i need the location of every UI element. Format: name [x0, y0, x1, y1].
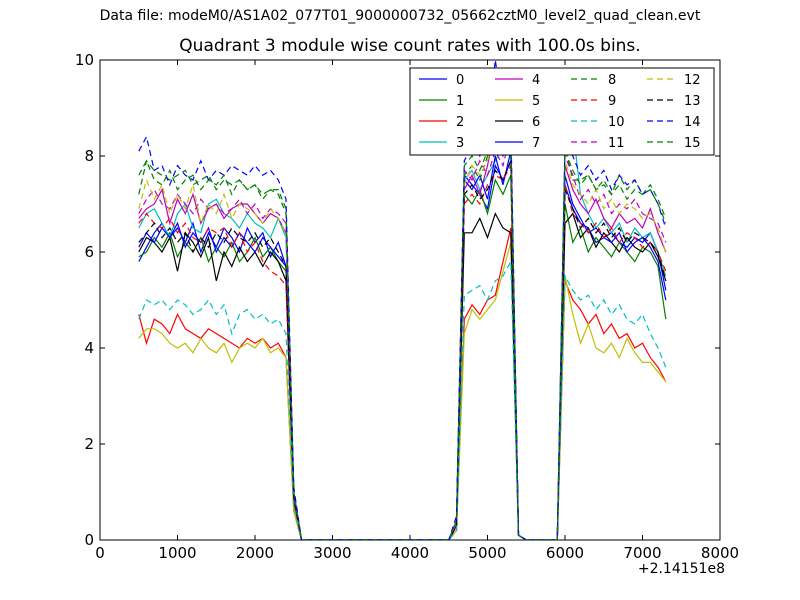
y-tick-label: 10 [75, 51, 94, 69]
x-tick-label: 5000 [468, 544, 506, 562]
legend-label-8: 8 [608, 73, 616, 88]
series-group [138, 60, 667, 540]
legend-label-3: 3 [456, 136, 464, 151]
legend-label-4: 4 [532, 73, 540, 88]
series-line-5 [138, 242, 667, 540]
x-tick-label: 3000 [313, 544, 351, 562]
x-tick-label: 7000 [623, 544, 661, 562]
legend-label-15: 15 [684, 136, 701, 151]
legend-label-11: 11 [608, 136, 625, 151]
legend-label-14: 14 [684, 115, 701, 130]
chart-title: Quadrant 3 module wise count rates with … [179, 36, 641, 56]
series-line-9 [138, 163, 667, 540]
legend-label-12: 12 [684, 73, 701, 88]
y-tick-label: 8 [84, 147, 94, 165]
legend-label-6: 6 [532, 115, 540, 130]
legend-box [409, 67, 715, 156]
series-line-11 [138, 131, 667, 540]
legend-label-7: 7 [532, 136, 540, 151]
y-tick-label: 0 [84, 531, 94, 549]
legend-label-2: 2 [456, 115, 464, 130]
x-axis-offset-label: +2.14151e8 [637, 561, 725, 577]
legend-label-10: 10 [608, 115, 625, 130]
legend-label-13: 13 [684, 94, 701, 109]
figure-suptitle: Data file: modeM0/AS1A02_077T01_90000007… [99, 8, 701, 24]
series-line-15 [138, 125, 667, 540]
x-tick-label: 1000 [158, 544, 196, 562]
legend-label-5: 5 [532, 94, 540, 109]
x-tick-label: 4000 [391, 544, 429, 562]
x-tick-label: 0 [95, 544, 105, 562]
y-tick-label: 4 [84, 339, 94, 357]
x-tick-label: 8000 [701, 544, 739, 562]
series-line-10 [138, 259, 667, 540]
legend-label-1: 1 [456, 94, 464, 109]
series-line-8 [138, 135, 667, 540]
x-tick-label: 2000 [236, 544, 274, 562]
legend-label-9: 9 [608, 94, 616, 109]
x-tick-label: 6000 [546, 544, 584, 562]
series-line-14 [138, 60, 667, 540]
y-tick-label: 6 [84, 243, 94, 261]
legend-label-0: 0 [456, 73, 464, 88]
y-tick-label: 2 [84, 435, 94, 453]
